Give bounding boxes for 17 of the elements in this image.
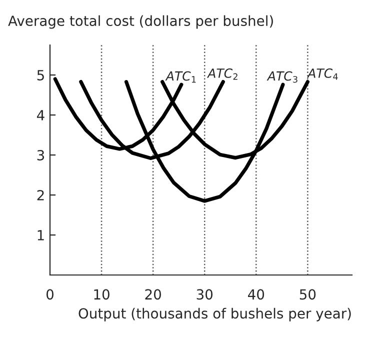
- series-label: ATC$_{3}$: [266, 71, 298, 83]
- x-tick-label: 0: [46, 289, 54, 300]
- series-label: ATC$_{2}$: [206, 68, 238, 80]
- x-tick-label: 40: [248, 289, 264, 300]
- y-tick-label: 5: [37, 70, 44, 80]
- x-axis-title: Output (thousands of bushels per year): [78, 308, 351, 322]
- x-tick-label: 50: [300, 289, 316, 300]
- y-tick-label: 4: [36, 110, 44, 120]
- x-tick-label: 10: [94, 289, 110, 300]
- y-axis-title: Average total cost (dollars per bushel): [8, 15, 273, 29]
- series-label: ATC$_{1}$: [165, 71, 196, 83]
- x-tick-label: 20: [145, 289, 161, 300]
- series-label: ATC$_{4}$: [307, 68, 338, 80]
- y-tick-label: 1: [38, 230, 44, 240]
- x-tick-label: 30: [196, 289, 213, 300]
- y-tick-label: 2: [37, 190, 44, 200]
- y-tick-label: 3: [37, 150, 44, 160]
